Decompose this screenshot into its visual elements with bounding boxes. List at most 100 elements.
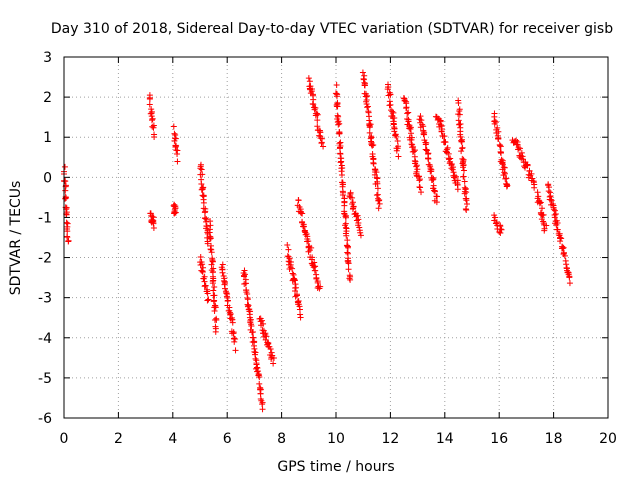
data-point (333, 81, 340, 88)
data-point (413, 162, 420, 169)
data-point (246, 311, 253, 318)
data-point (335, 118, 342, 125)
data-point (209, 280, 216, 287)
data-point (287, 264, 294, 271)
data-point (501, 170, 508, 177)
data-point (519, 153, 526, 160)
data-point (404, 110, 411, 117)
data-point (344, 249, 351, 256)
data-point (535, 193, 542, 200)
data-point (408, 130, 415, 137)
data-point (374, 178, 381, 185)
data-point (174, 158, 181, 165)
data-point (443, 146, 450, 153)
data-point (251, 339, 258, 346)
data-point (462, 195, 469, 202)
data-point (460, 167, 467, 174)
data-point (392, 131, 399, 138)
data-point (373, 169, 380, 176)
data-point (211, 284, 218, 291)
data-point (363, 93, 370, 100)
data-point (374, 185, 381, 192)
x-tick-label: 6 (223, 431, 232, 447)
data-point (151, 134, 158, 141)
data-point (200, 184, 207, 191)
data-point (345, 259, 352, 266)
data-point (566, 274, 573, 281)
y-tick-label: -5 (38, 371, 52, 387)
data-point (305, 75, 312, 82)
data-point (297, 209, 304, 216)
data-point (308, 244, 315, 251)
data-point (306, 78, 313, 85)
data-point (438, 121, 445, 128)
data-point (312, 267, 319, 274)
data-point (198, 166, 205, 173)
data-point (197, 254, 204, 261)
data-point (297, 314, 304, 321)
data-point (265, 339, 272, 346)
data-point (313, 274, 320, 281)
data-point (249, 329, 256, 336)
data-point (422, 141, 429, 148)
data-point (291, 276, 298, 283)
data-point (150, 224, 157, 231)
data-point (336, 130, 343, 137)
data-point (423, 147, 430, 154)
data-point (395, 153, 402, 160)
data-point (387, 91, 394, 98)
data-point (497, 226, 504, 233)
data-point (417, 184, 424, 191)
data-point (364, 92, 371, 99)
data-point (302, 229, 309, 236)
data-point (64, 228, 71, 235)
data-point (256, 374, 263, 381)
data-point (146, 95, 153, 102)
data-point (204, 297, 211, 304)
data-point (208, 246, 215, 253)
data-point (349, 199, 356, 206)
data-point (259, 327, 266, 334)
data-point (263, 333, 270, 340)
y-tick-label: 2 (43, 90, 52, 106)
data-point (339, 191, 346, 198)
data-point (300, 221, 307, 228)
data-point (410, 143, 417, 150)
data-point (270, 360, 277, 367)
data-point (270, 354, 277, 361)
data-point (314, 123, 321, 130)
data-point (442, 139, 449, 146)
data-point (219, 269, 226, 276)
data-point (560, 244, 567, 251)
data-point (260, 320, 267, 327)
data-point (259, 399, 266, 406)
data-point (433, 199, 440, 206)
data-point (491, 110, 498, 117)
data-point (408, 141, 415, 148)
data-point (342, 214, 349, 221)
data-point (456, 111, 463, 118)
data-point (252, 349, 259, 356)
y-tick-label: -2 (38, 251, 52, 267)
data-point (211, 297, 218, 304)
data-point (372, 166, 379, 173)
data-point (455, 99, 462, 106)
data-point (208, 261, 215, 268)
data-point (411, 157, 418, 164)
data-point (434, 193, 441, 200)
data-point (211, 308, 218, 315)
data-point (417, 113, 424, 120)
data-point (253, 364, 260, 371)
data-point (296, 306, 303, 313)
data-point (230, 329, 237, 336)
data-point (463, 189, 470, 196)
data-point (63, 219, 70, 226)
data-point (172, 203, 179, 210)
data-point (370, 160, 377, 167)
x-tick-label: 0 (60, 431, 69, 447)
data-point (210, 287, 217, 294)
data-point (387, 101, 394, 108)
data-point (226, 307, 233, 314)
data-point (232, 347, 239, 354)
